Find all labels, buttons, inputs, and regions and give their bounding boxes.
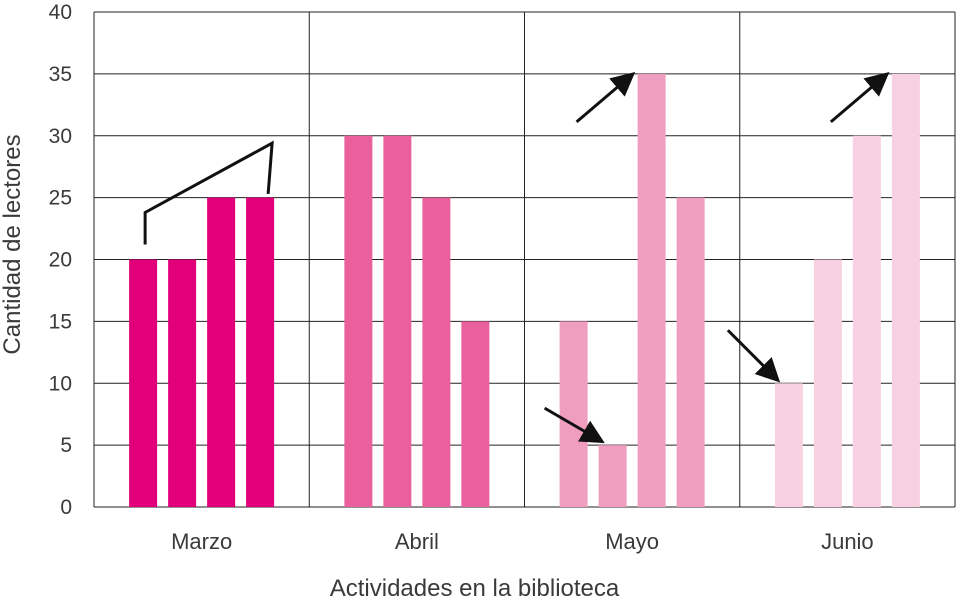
bar-marzo-4 — [246, 197, 275, 507]
bars — [129, 73, 920, 507]
y-tick-label: 35 — [49, 63, 72, 86]
bar-mayo-2 — [598, 445, 627, 507]
bar-mayo-4 — [676, 197, 705, 507]
bar-abril-2 — [383, 135, 412, 507]
y-tick-label: 30 — [49, 125, 72, 148]
y-tick-labels: 0 5 10 15 20 25 30 35 40 — [49, 1, 72, 519]
x-category-label: Junio — [821, 529, 874, 554]
bar-abril-3 — [422, 197, 451, 507]
bar-junio-4 — [891, 73, 920, 507]
arrow-annotation — [829, 71, 890, 124]
bar-abril-4 — [461, 321, 490, 507]
x-category-label: Mayo — [605, 529, 659, 554]
x-category-label: Abril — [395, 529, 439, 554]
y-tick-label: 25 — [49, 187, 72, 210]
bracket-annotation — [143, 140, 274, 245]
bar-junio-1 — [774, 383, 803, 507]
x-axis-title: Actividades en la biblioteca — [330, 575, 620, 600]
x-category-label: Marzo — [171, 529, 232, 554]
bar-marzo-3 — [207, 197, 236, 507]
y-tick-label: 15 — [49, 310, 72, 333]
arrow-annotation — [575, 71, 636, 124]
bar-junio-3 — [852, 135, 881, 507]
bar-marzo-1 — [129, 259, 158, 507]
annotations — [143, 71, 890, 444]
bar-mayo-1 — [559, 321, 588, 507]
x-category-labels: Marzo Abril Mayo Junio — [171, 529, 874, 554]
y-tick-label: 40 — [49, 1, 72, 24]
arrow-annotation — [726, 329, 781, 383]
arrow-annotation — [543, 406, 605, 444]
y-axis-title: Cantidad de lectores — [0, 134, 26, 354]
y-tick-label: 5 — [60, 434, 72, 457]
grid — [93, 11, 956, 508]
y-tick-label: 10 — [49, 372, 72, 395]
y-tick-label: 0 — [60, 496, 72, 519]
bar-junio-2 — [813, 259, 842, 507]
bar-abril-1 — [344, 135, 373, 507]
bar-mayo-3 — [637, 73, 666, 507]
y-tick-label: 20 — [49, 249, 72, 272]
bar-marzo-2 — [168, 259, 197, 507]
